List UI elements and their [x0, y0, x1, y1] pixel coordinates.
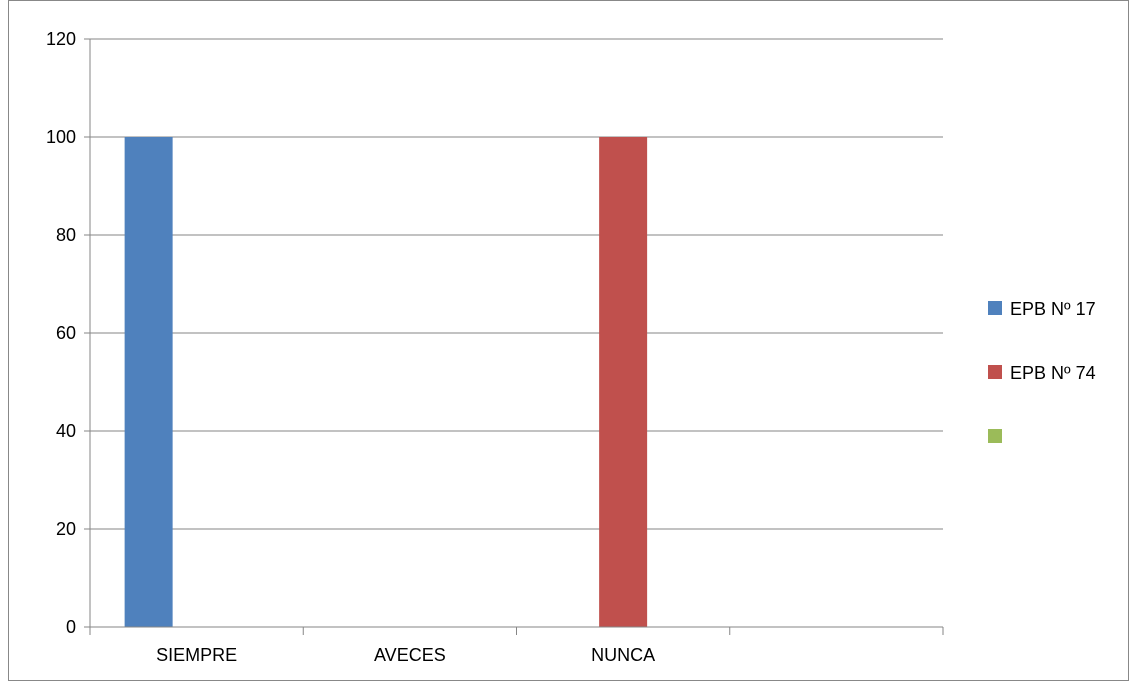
legend-label: EPB Nº 17 — [1010, 299, 1096, 319]
legend-swatch — [988, 429, 1002, 443]
y-tick-label: 0 — [66, 617, 76, 637]
chart-frame — [8, 0, 1129, 681]
legend-swatch — [988, 301, 1002, 315]
legend-swatch — [988, 365, 1002, 379]
x-axis-ticks: SIEMPRE AVECES NUNCA — [89, 627, 944, 665]
y-tick-label: 20 — [56, 519, 76, 539]
y-tick-label: 80 — [56, 225, 76, 245]
bars — [124, 137, 648, 627]
gridlines — [90, 38, 943, 530]
legend: EPB Nº 17 EPB Nº 74 — [988, 299, 1096, 443]
x-tick-label: NUNCA — [591, 645, 655, 665]
y-tick-label: 40 — [56, 421, 76, 441]
x-tick-label: AVECES — [374, 645, 446, 665]
bar — [599, 137, 648, 627]
legend-label: EPB Nº 74 — [1010, 363, 1096, 383]
y-axis-ticks: 0 20 40 60 80 100 120 — [46, 29, 90, 637]
x-tick-label: SIEMPRE — [156, 645, 237, 665]
bar — [124, 137, 173, 627]
y-tick-label: 120 — [46, 29, 76, 49]
y-tick-label: 100 — [46, 127, 76, 147]
y-tick-label: 60 — [56, 323, 76, 343]
